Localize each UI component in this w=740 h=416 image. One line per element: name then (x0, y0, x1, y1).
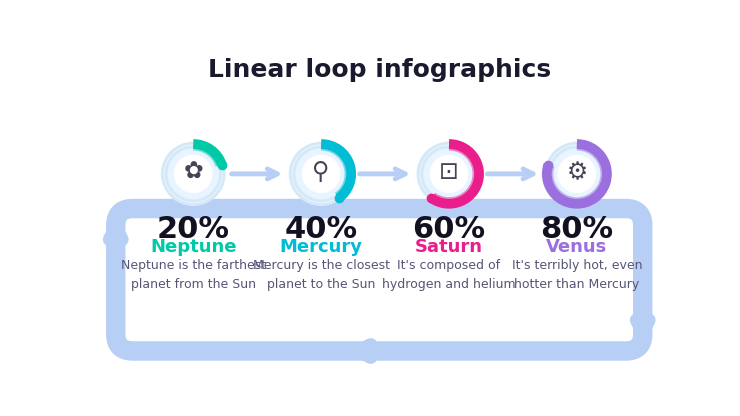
Circle shape (418, 143, 480, 205)
Text: Linear loop infographics: Linear loop infographics (208, 58, 551, 82)
Circle shape (558, 156, 596, 192)
Circle shape (290, 143, 352, 205)
Text: It's terribly hot, even
hotter than Mercury: It's terribly hot, even hotter than Merc… (511, 259, 642, 291)
Text: Neptune: Neptune (150, 238, 237, 256)
Text: Saturn: Saturn (415, 238, 483, 256)
Text: It's composed of
hydrogen and helium: It's composed of hydrogen and helium (382, 259, 516, 291)
Text: 20%: 20% (157, 215, 229, 244)
Text: Neptune is the farthest
planet from the Sun: Neptune is the farthest planet from the … (121, 259, 266, 291)
Text: 40%: 40% (285, 215, 357, 244)
Text: ✿: ✿ (184, 160, 203, 184)
Text: Venus: Venus (546, 238, 608, 256)
Text: Mercury is the closest
planet to the Sun: Mercury is the closest planet to the Sun (252, 259, 390, 291)
Circle shape (546, 143, 608, 205)
Circle shape (431, 156, 468, 192)
Text: ⚲: ⚲ (312, 160, 330, 184)
Text: Mercury: Mercury (280, 238, 363, 256)
Text: 80%: 80% (540, 215, 613, 244)
Text: ⊡: ⊡ (439, 160, 459, 184)
Text: ⚙: ⚙ (566, 160, 588, 184)
Circle shape (162, 143, 224, 205)
Circle shape (175, 156, 212, 192)
Circle shape (303, 156, 340, 192)
Text: 60%: 60% (412, 215, 485, 244)
